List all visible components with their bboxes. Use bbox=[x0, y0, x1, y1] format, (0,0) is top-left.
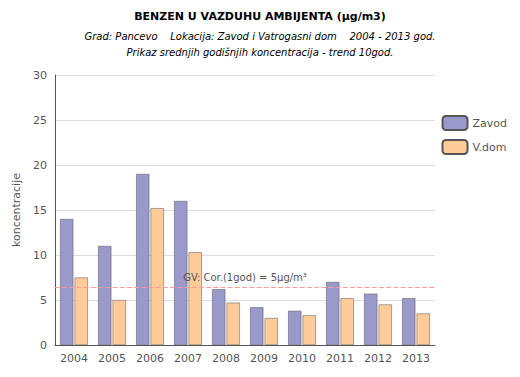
svg-text:2010: 2010 bbox=[288, 352, 316, 365]
svg-text:30: 30 bbox=[33, 69, 47, 82]
svg-text:Prikaz srednjih godišnjih konc: Prikaz srednjih godišnjih koncentracija … bbox=[126, 47, 393, 58]
svg-text:5: 5 bbox=[40, 294, 47, 307]
svg-text:2012: 2012 bbox=[364, 352, 392, 365]
svg-text:2006: 2006 bbox=[136, 352, 164, 365]
svg-text:Zavod: Zavod bbox=[473, 117, 508, 130]
svg-text:0: 0 bbox=[40, 339, 47, 352]
svg-text:2004: 2004 bbox=[60, 352, 88, 365]
svg-text:25: 25 bbox=[33, 114, 47, 127]
svg-text:2011: 2011 bbox=[326, 352, 354, 365]
svg-text:2009: 2009 bbox=[250, 352, 278, 365]
svg-text:20: 20 bbox=[33, 159, 47, 172]
svg-text:15: 15 bbox=[33, 204, 47, 217]
svg-text:Grad: Pancevo Lokacija: Zav: Grad: Pancevo Lokacija: Zavod i Vatrogas… bbox=[84, 31, 435, 42]
svg-text:10: 10 bbox=[33, 249, 47, 262]
svg-text:V.dom: V.dom bbox=[473, 141, 507, 154]
svg-text:2005: 2005 bbox=[98, 352, 126, 365]
svg-text:2013: 2013 bbox=[402, 352, 430, 365]
svg-text:2008: 2008 bbox=[212, 352, 240, 365]
svg-text:koncentracije: koncentracije bbox=[10, 173, 23, 247]
svg-text:BENZEN U VAZDUHU AMBIJENTA (µg: BENZEN U VAZDUHU AMBIJENTA (µg/m3) bbox=[134, 10, 386, 23]
svg-text:GV: Cor.(1god) = 5µg/m³: GV: Cor.(1god) = 5µg/m³ bbox=[183, 272, 307, 283]
svg-text:2007: 2007 bbox=[174, 352, 202, 365]
